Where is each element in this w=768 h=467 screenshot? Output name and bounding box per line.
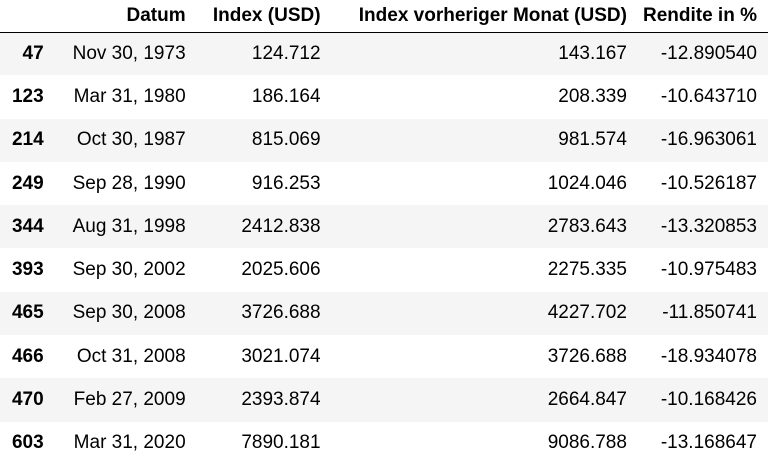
cell-rendite: -13.320853 bbox=[660, 215, 757, 237]
cell-rendite: -16.963061 bbox=[660, 129, 757, 151]
table-row: 603 Mar 31, 2020 7890.181 9086.788 -13.16864… bbox=[0, 422, 768, 465]
header-index-usd: Index (USD) bbox=[212, 4, 321, 26]
cell-rendite: -13.168647 bbox=[660, 432, 757, 454]
cell-index-usd: 2025.606 bbox=[241, 259, 321, 281]
cell-rendite: -18.934078 bbox=[660, 345, 757, 367]
cell-index-prev-month: 1024.046 bbox=[547, 172, 627, 194]
table-body: 47 Nov 30, 1973 124.712 143.167 -12.890540 12… bbox=[0, 32, 768, 465]
cell-index-usd: 7890.181 bbox=[241, 432, 321, 454]
cell-index-prev-month: 2783.643 bbox=[547, 215, 627, 237]
row-index: 47 bbox=[22, 42, 44, 64]
table-row: 344 Aug 31, 1998 2412.838 2783.643 -13.32085… bbox=[0, 205, 768, 249]
cell-index-prev-month: 981.574 bbox=[558, 129, 627, 151]
row-index: 466 bbox=[11, 345, 44, 367]
header-index-column bbox=[0, 0, 46, 32]
cell-rendite: -11.850741 bbox=[662, 302, 757, 324]
cell-index-prev-month: 4227.702 bbox=[547, 302, 627, 324]
cell-index-usd: 815.069 bbox=[251, 129, 321, 151]
header-index-prev-month: Index vorheriger Monat (USD) bbox=[358, 4, 627, 26]
cell-index-usd: 3726.688 bbox=[241, 302, 321, 324]
cell-rendite: -10.643710 bbox=[660, 85, 757, 107]
table-header: Datum Index (USD) Index vorheriger Monat… bbox=[0, 0, 768, 32]
cell-index-prev-month: 208.339 bbox=[558, 85, 627, 107]
row-index: 123 bbox=[11, 85, 44, 107]
table-row: 470 Feb 27, 2009 2393.874 2664.847 -10.16842… bbox=[0, 378, 768, 422]
row-index: 603 bbox=[11, 432, 44, 454]
cell-index-usd: 2393.874 bbox=[241, 389, 321, 411]
cell-rendite: -10.526187 bbox=[660, 172, 757, 194]
table-row: 466 Oct 31, 2008 3021.074 3726.688 -18.93407… bbox=[0, 335, 768, 378]
table-row: 123 Mar 31, 1980 186.164 208.339 -10.643710 bbox=[0, 75, 768, 118]
row-index: 465 bbox=[11, 302, 44, 324]
cell-index-usd: 124.712 bbox=[251, 42, 321, 64]
row-index: 249 bbox=[11, 172, 44, 194]
row-index: 344 bbox=[11, 215, 44, 237]
table-row: 249 Sep 28, 1990 916.253 1024.046 -10.526187 bbox=[0, 162, 768, 205]
table-row: 393 Sep 30, 2002 2025.606 2275.335 -10.97548… bbox=[0, 248, 768, 291]
cell-index-prev-month: 2275.335 bbox=[547, 259, 627, 281]
header-row: Datum Index (USD) Index vorheriger Monat… bbox=[0, 0, 768, 32]
cell-index-usd: 3021.074 bbox=[241, 345, 321, 367]
row-index: 214 bbox=[11, 129, 44, 151]
cell-date: Mar 31, 1980 bbox=[73, 85, 186, 107]
cell-date: Sep 30, 2008 bbox=[72, 302, 186, 324]
table-row: 465 Sep 30, 2008 3726.688 4227.702 -11.85074… bbox=[0, 291, 768, 336]
header-rendite: Rendite in % bbox=[642, 4, 757, 26]
header-datum: Datum bbox=[126, 4, 186, 26]
cell-index-prev-month: 3726.688 bbox=[547, 345, 627, 367]
cell-index-usd: 2412.838 bbox=[241, 215, 321, 237]
cell-date: Oct 31, 2008 bbox=[76, 345, 186, 367]
cell-index-prev-month: 9086.788 bbox=[547, 432, 627, 454]
cell-index-usd: 916.253 bbox=[251, 172, 321, 194]
cell-index-usd: 186.164 bbox=[251, 85, 321, 107]
cell-date: Feb 27, 2009 bbox=[73, 389, 186, 411]
cell-date: Sep 30, 2002 bbox=[72, 259, 186, 281]
cell-date: Nov 30, 1973 bbox=[72, 42, 186, 64]
cell-date: Oct 30, 1987 bbox=[76, 129, 186, 151]
table-row: 47 Nov 30, 1973 124.712 143.167 -12.890540 bbox=[0, 32, 768, 76]
cell-date: Sep 28, 1990 bbox=[72, 172, 186, 194]
table-row: 214 Oct 30, 1987 815.069 981.574 -16.963061 bbox=[0, 118, 768, 162]
row-index: 393 bbox=[11, 259, 44, 281]
row-index: 470 bbox=[11, 389, 44, 411]
cell-date: Aug 31, 1998 bbox=[72, 215, 186, 237]
cell-index-prev-month: 2664.847 bbox=[547, 389, 627, 411]
cell-rendite: -10.168426 bbox=[660, 389, 757, 411]
cell-rendite: -12.890540 bbox=[660, 42, 757, 64]
cell-index-prev-month: 143.167 bbox=[558, 42, 627, 64]
cell-date: Mar 31, 2020 bbox=[73, 432, 186, 454]
cell-rendite: -10.975483 bbox=[660, 259, 757, 281]
